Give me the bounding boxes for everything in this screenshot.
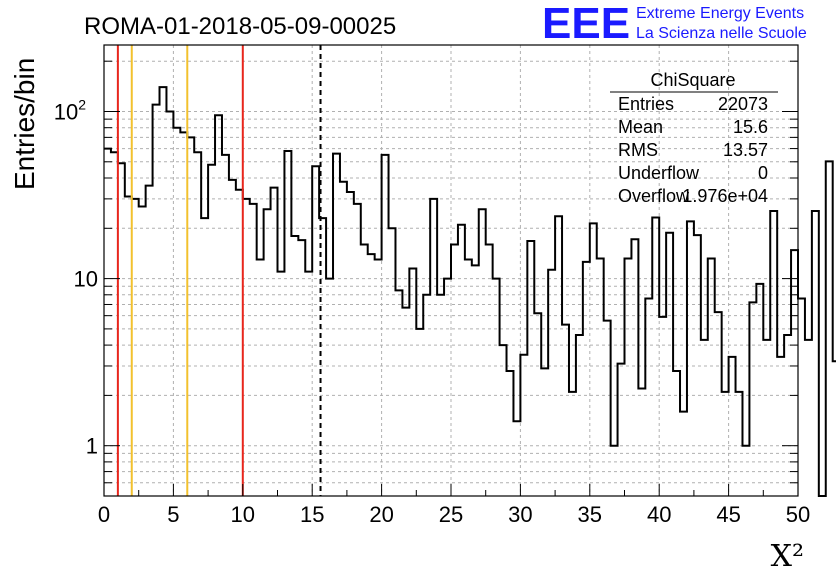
logo-line-1: Extreme Energy Events [636, 5, 804, 22]
x-axis-title: X² [771, 539, 804, 572]
x-tick-label: 40 [647, 502, 671, 527]
grid [104, 45, 798, 496]
reference-lines [116, 45, 322, 496]
x-tick-label: 15 [300, 502, 324, 527]
eee-logo: EEE Extreme Energy Events La Scienza nel… [542, 0, 807, 48]
x-tick-label: 35 [578, 502, 602, 527]
stats-label: Mean [618, 117, 663, 137]
y-tick-exponent: 2 [78, 96, 86, 112]
histogram-series [104, 86, 836, 497]
y-tick-label: 10 [74, 267, 98, 292]
chart-title: ROMA-01-2018-05-09-00025 [84, 13, 396, 40]
histogram-step-line [104, 86, 836, 497]
stats-label: Overflow [618, 186, 690, 206]
stats-value: 1.976e+04 [682, 186, 768, 206]
stats-rows: Entries 22073 Mean 15.6 RMS 13.57 Underflow 0 Ov… [618, 94, 768, 206]
x-tick-label: 5 [167, 502, 179, 527]
stats-label: Underflow [618, 163, 700, 183]
x-tick-label: 30 [508, 502, 532, 527]
stats-value: 22073 [718, 94, 768, 114]
x-tick-label: 20 [369, 502, 393, 527]
x-tick-label: 45 [716, 502, 740, 527]
x-tick-label: 0 [98, 502, 110, 527]
x-tick-label: 50 [786, 502, 810, 527]
stats-value: 13.57 [723, 140, 768, 160]
stats-value: 15.6 [733, 117, 768, 137]
stats-box: ChiSquare Entries 22073 Mean 15.6 RMS 13.57 Un… [610, 70, 778, 206]
x-tick-label: 10 [231, 502, 255, 527]
y-axis-title: Entries/bin [9, 58, 40, 190]
logo-letters: EEE [542, 0, 630, 48]
logo-line-2: La Scienza nelle Scuole [636, 25, 807, 42]
stats-value: 0 [758, 163, 768, 183]
stats-label: RMS [618, 140, 658, 160]
y-tick-label: 1 [86, 434, 98, 459]
x-axis: 0 5 10 15 20 25 30 35 40 45 50 [98, 484, 810, 527]
x-tick-label: 25 [439, 502, 463, 527]
stats-label: Entries [618, 94, 674, 114]
stats-title: ChiSquare [650, 70, 735, 90]
